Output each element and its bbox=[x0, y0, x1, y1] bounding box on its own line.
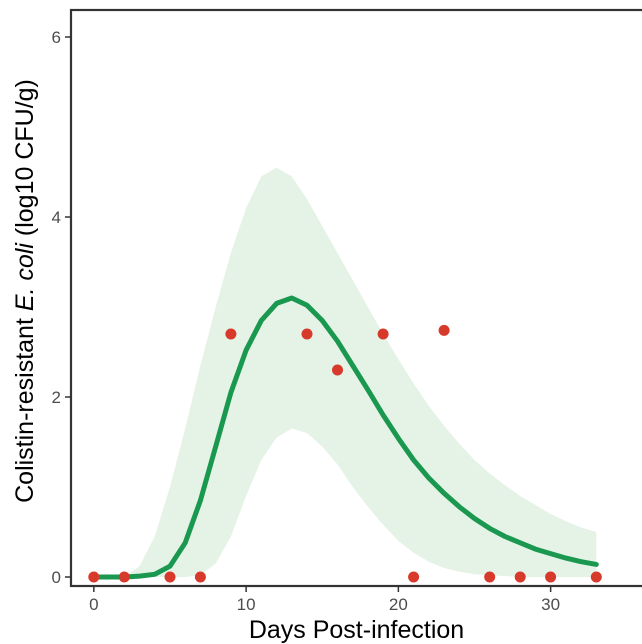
y-tick-label: 6 bbox=[52, 28, 61, 47]
data-point bbox=[484, 571, 496, 583]
x-tick-label: 0 bbox=[89, 595, 98, 614]
axes: 0 10 20 30 0 2 4 6 bbox=[52, 28, 561, 614]
data-point bbox=[225, 328, 237, 340]
confidence-band-layer bbox=[93, 167, 597, 577]
y-axis-title-prefix: Colistin-resistant bbox=[11, 311, 39, 503]
model-fit-line bbox=[91, 295, 599, 580]
data-point bbox=[194, 571, 206, 583]
y-axis-title: Colistin-resistant E. coli (log10 CFU/g) bbox=[11, 79, 39, 503]
y-axis-title-italic: E. coli bbox=[11, 242, 39, 312]
model-line-layer bbox=[91, 295, 599, 580]
y-axis-title-suffix: (log10 CFU/g) bbox=[11, 79, 39, 243]
data-point bbox=[118, 571, 130, 583]
data-point bbox=[514, 571, 526, 583]
data-point bbox=[377, 328, 389, 340]
data-point bbox=[301, 328, 313, 340]
data-point bbox=[408, 571, 420, 583]
data-point bbox=[332, 364, 343, 376]
data-point bbox=[545, 571, 557, 583]
y-tick-label: 2 bbox=[52, 388, 61, 407]
x-tick-label: 30 bbox=[541, 595, 560, 614]
x-tick-label: 10 bbox=[237, 595, 256, 614]
plot-panel-border bbox=[69, 8, 642, 588]
data-point bbox=[590, 571, 602, 583]
y-tick-label: 0 bbox=[52, 568, 61, 587]
x-axis-title: Days Post-infection bbox=[249, 616, 464, 644]
x-tick-label: 20 bbox=[389, 595, 408, 614]
data-point bbox=[88, 571, 100, 583]
data-point bbox=[164, 571, 176, 583]
y-tick-label: 4 bbox=[52, 208, 61, 227]
confidence-band bbox=[93, 167, 597, 577]
data-point bbox=[438, 324, 450, 336]
data-point-layer bbox=[88, 324, 602, 583]
